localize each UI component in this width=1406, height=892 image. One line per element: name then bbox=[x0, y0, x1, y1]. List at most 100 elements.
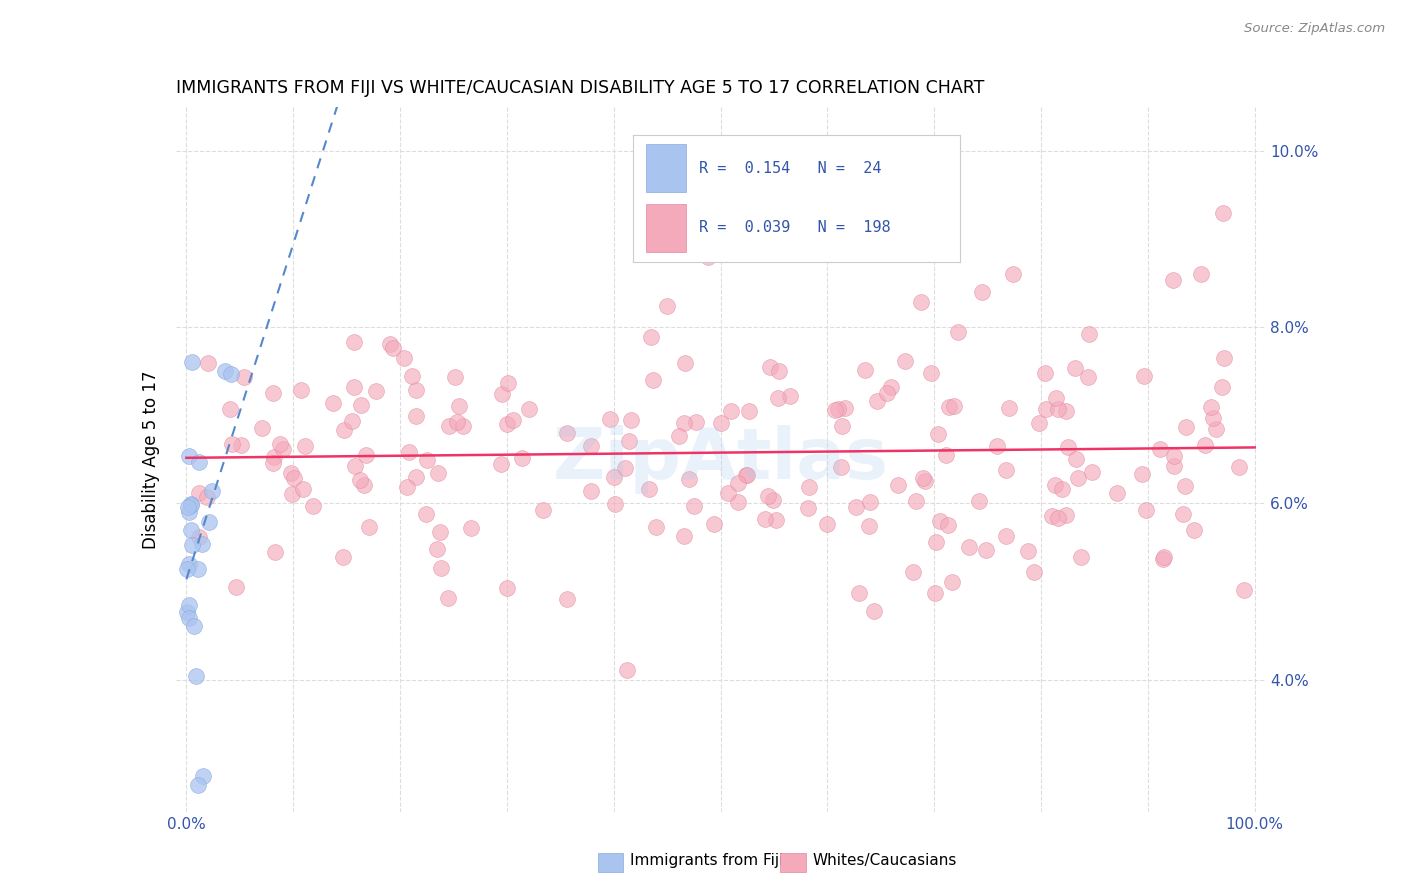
Point bbox=[219, 401, 242, 416]
Point bbox=[673, 416, 696, 430]
Point bbox=[1152, 552, 1174, 566]
Point bbox=[927, 426, 949, 441]
Point bbox=[1202, 411, 1225, 425]
Point bbox=[429, 561, 451, 575]
Point bbox=[343, 380, 366, 394]
Point bbox=[935, 448, 957, 462]
Point bbox=[262, 456, 284, 470]
Point bbox=[1043, 478, 1066, 492]
Point bbox=[1211, 380, 1233, 394]
Point bbox=[768, 363, 790, 377]
Point bbox=[994, 528, 1017, 542]
Point bbox=[672, 529, 695, 543]
Point bbox=[198, 515, 221, 529]
Point bbox=[181, 355, 204, 369]
Point bbox=[495, 417, 517, 431]
Point bbox=[1022, 565, 1045, 579]
Point bbox=[876, 386, 898, 401]
Point bbox=[720, 403, 742, 417]
Point bbox=[668, 429, 690, 443]
Point bbox=[678, 472, 700, 486]
Point bbox=[1163, 458, 1185, 473]
Point bbox=[1175, 420, 1198, 434]
Point bbox=[187, 562, 209, 576]
Point bbox=[364, 384, 387, 398]
Point bbox=[350, 399, 373, 413]
Point bbox=[655, 299, 678, 313]
Point bbox=[447, 399, 470, 413]
Point bbox=[405, 470, 427, 484]
Point bbox=[858, 519, 880, 533]
Point bbox=[184, 669, 207, 683]
Point bbox=[1033, 366, 1056, 380]
Point bbox=[283, 471, 305, 485]
Point bbox=[183, 619, 205, 633]
Point bbox=[502, 413, 524, 427]
Point bbox=[1105, 486, 1128, 500]
Point bbox=[1174, 479, 1197, 493]
Point bbox=[398, 444, 420, 458]
Point bbox=[177, 505, 200, 519]
Point bbox=[496, 581, 519, 595]
Point bbox=[176, 562, 198, 576]
Point bbox=[697, 250, 720, 264]
Point bbox=[941, 574, 963, 589]
Text: Whites/Caucasians: Whites/Caucasians bbox=[813, 854, 957, 868]
Point bbox=[1163, 273, 1185, 287]
Point bbox=[779, 388, 801, 402]
Text: Source: ZipAtlas.com: Source: ZipAtlas.com bbox=[1244, 22, 1385, 36]
Point bbox=[225, 581, 247, 595]
Point bbox=[491, 387, 513, 401]
Point bbox=[928, 514, 950, 528]
Point bbox=[845, 500, 868, 514]
Point bbox=[180, 523, 202, 537]
Point bbox=[415, 508, 437, 522]
Point bbox=[401, 368, 423, 383]
Point bbox=[797, 500, 820, 515]
Point bbox=[357, 520, 380, 534]
Point bbox=[1189, 268, 1212, 282]
Point bbox=[333, 423, 356, 437]
Point bbox=[614, 461, 637, 475]
Point bbox=[396, 480, 419, 494]
Point bbox=[640, 329, 662, 343]
Point bbox=[765, 513, 787, 527]
Point bbox=[848, 586, 870, 600]
Point bbox=[342, 414, 364, 428]
Point bbox=[405, 383, 427, 397]
Point bbox=[517, 402, 540, 417]
Point bbox=[446, 415, 468, 429]
Point bbox=[231, 437, 253, 451]
Point bbox=[1153, 550, 1175, 565]
Point bbox=[969, 494, 991, 508]
Point bbox=[292, 482, 315, 496]
Point bbox=[214, 364, 236, 378]
Point bbox=[181, 538, 204, 552]
Point bbox=[831, 418, 853, 433]
Point bbox=[264, 545, 287, 559]
Point bbox=[938, 400, 960, 414]
Point bbox=[426, 542, 449, 557]
Point bbox=[797, 480, 820, 494]
Point bbox=[332, 549, 354, 564]
Point bbox=[1171, 507, 1194, 521]
Point bbox=[920, 366, 942, 380]
Point bbox=[995, 462, 1018, 476]
Point bbox=[179, 598, 201, 612]
Point bbox=[834, 401, 856, 415]
Point bbox=[998, 401, 1021, 416]
Point bbox=[427, 466, 450, 480]
Point bbox=[579, 439, 602, 453]
Point bbox=[946, 325, 969, 339]
Point bbox=[460, 521, 482, 535]
Point bbox=[1205, 422, 1227, 436]
Point bbox=[1017, 544, 1039, 558]
Point bbox=[1081, 466, 1104, 480]
Point bbox=[859, 495, 882, 509]
Point bbox=[986, 439, 1008, 453]
Point bbox=[343, 334, 366, 349]
Point bbox=[451, 419, 474, 434]
Point bbox=[758, 359, 780, 374]
Point bbox=[914, 474, 936, 488]
Point bbox=[197, 356, 219, 370]
